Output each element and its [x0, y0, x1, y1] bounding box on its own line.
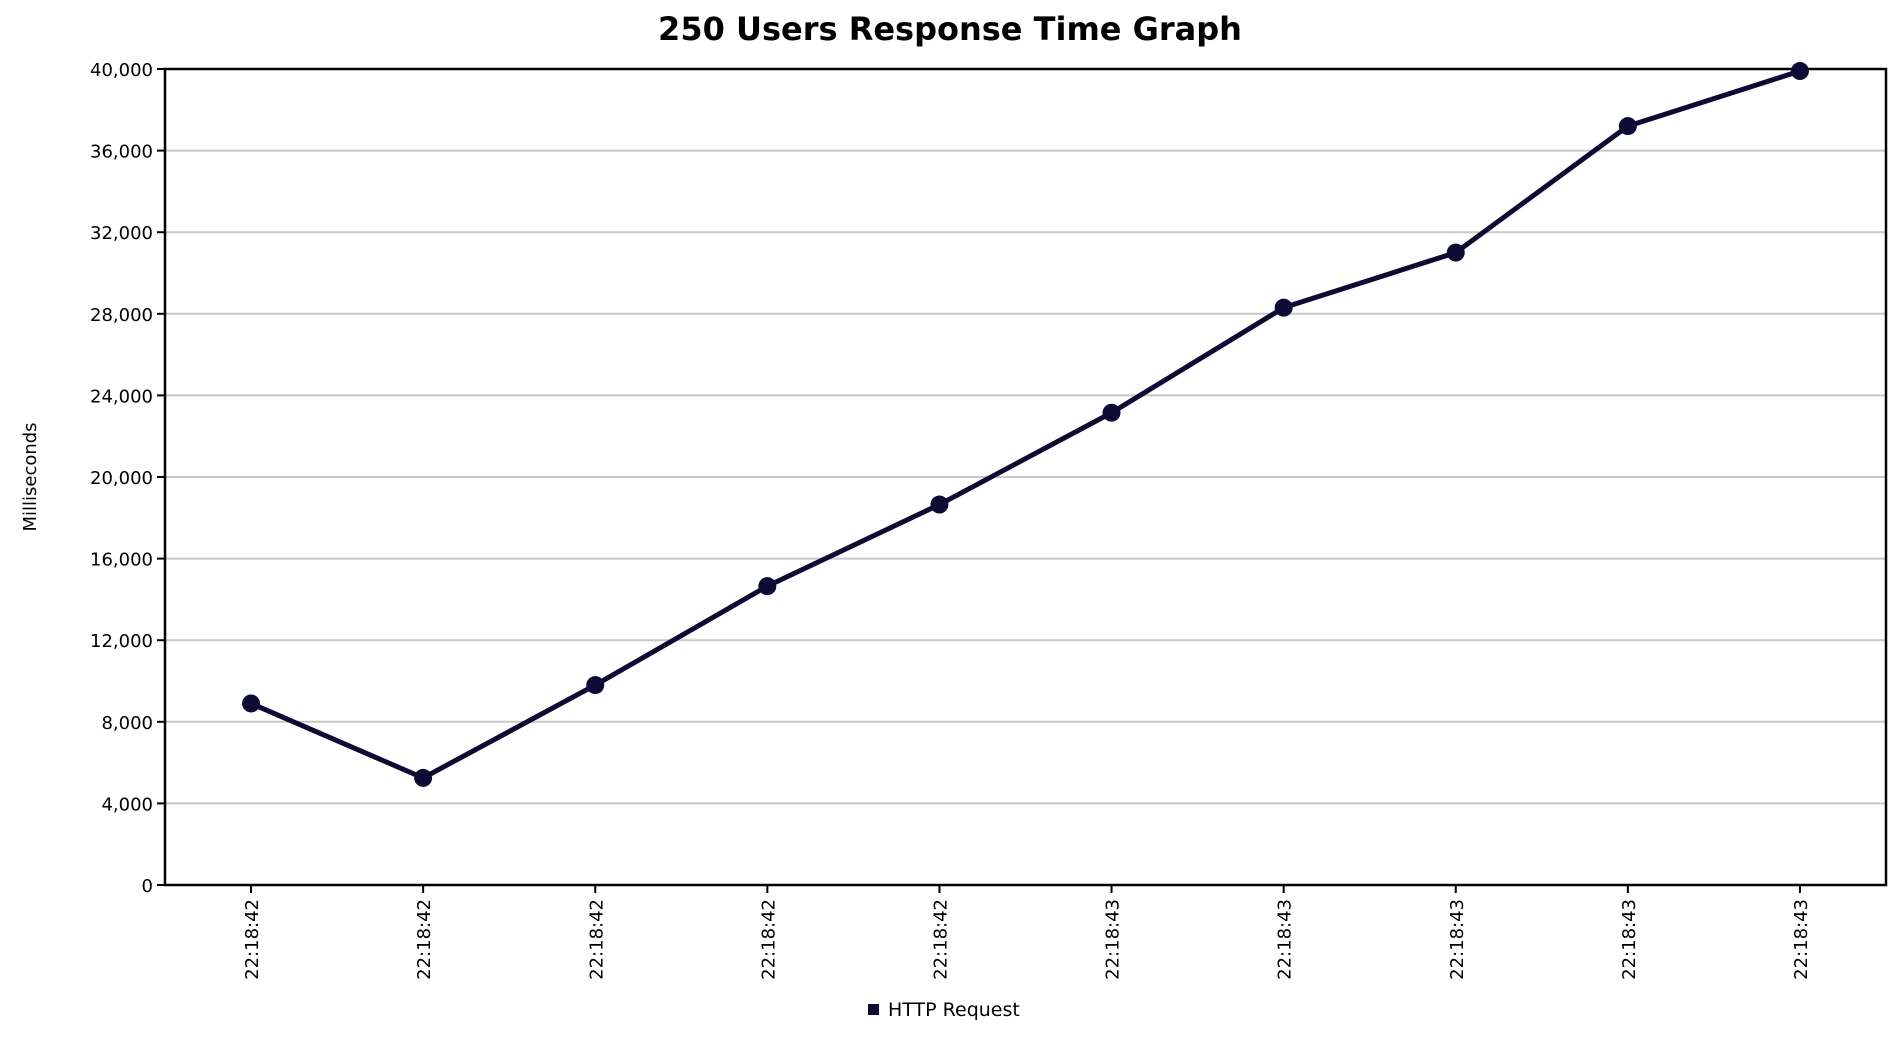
y-tick-label: 8,000 [101, 713, 153, 734]
x-tick-label: 22:18:42 [586, 899, 607, 980]
x-axis-ticks: 22:18:42 22:18:42 22:18:42 22:18:42 22:18:42… [242, 885, 1812, 980]
legend: HTTP Request [868, 999, 1020, 1021]
data-point [1274, 298, 1293, 317]
x-tick-label: 22:18:43 [1791, 899, 1812, 980]
data-point [1790, 62, 1809, 81]
x-tick-label: 22:18:42 [758, 899, 779, 980]
y-axis-ticks: 0 4,000 8,000 12,000 16,000 20,000 24,000 28,00… [90, 60, 165, 897]
series-line [248, 68, 1803, 781]
data-point [1446, 243, 1465, 262]
x-tick-label: 22:18:42 [930, 899, 951, 980]
x-tick-label: 22:18:43 [1447, 899, 1468, 980]
y-tick-label: 28,000 [90, 305, 153, 326]
data-point [930, 495, 949, 514]
y-tick-label: 16,000 [90, 550, 153, 571]
y-tick-label: 24,000 [90, 386, 153, 407]
x-tick-label: 22:18:43 [1619, 899, 1640, 980]
data-point [758, 577, 777, 596]
y-tick-label: 4,000 [101, 794, 153, 815]
data-point [1102, 403, 1121, 422]
y-tick-label: 0 [142, 876, 153, 897]
data-point [1618, 117, 1637, 136]
x-tick-label: 22:18:42 [242, 899, 263, 980]
gridlines [165, 149, 1886, 805]
y-tick-label: 36,000 [90, 142, 153, 163]
legend-label-http-request: HTTP Request [888, 999, 1020, 1021]
x-tick-label: 22:18:43 [1103, 899, 1124, 980]
y-axis-label: Milliseconds [20, 422, 41, 531]
y-tick-label: 32,000 [90, 223, 153, 244]
plot-area-frame [163, 67, 1888, 887]
data-point [586, 676, 605, 695]
data-point [414, 768, 433, 787]
x-tick-label: 22:18:43 [1275, 899, 1296, 980]
x-tick-label: 22:18:42 [414, 899, 435, 980]
data-point [242, 694, 261, 713]
legend-swatch [868, 1004, 879, 1015]
series-layer [242, 62, 1809, 787]
y-tick-label: 20,000 [90, 468, 153, 489]
y-tick-label: 40,000 [90, 60, 153, 81]
y-tick-label: 12,000 [90, 631, 153, 652]
chart-title: 250 Users Response Time Graph [658, 10, 1242, 48]
